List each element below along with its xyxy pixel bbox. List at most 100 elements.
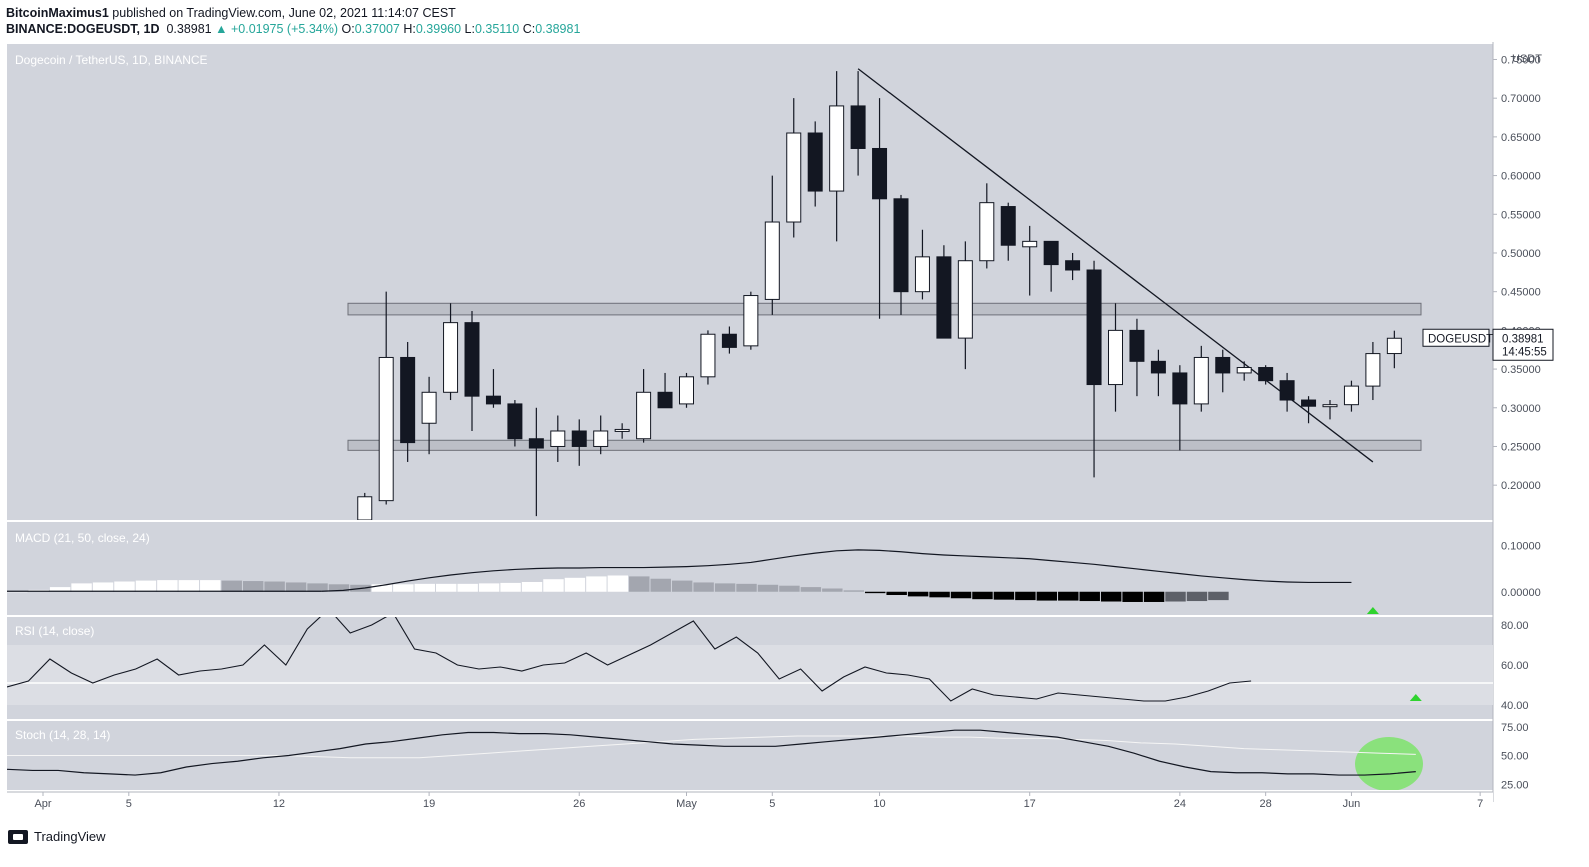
footer-brand[interactable]: TradingView bbox=[34, 829, 106, 844]
candle-51 bbox=[1108, 303, 1123, 412]
macd-histogram-bar bbox=[650, 578, 671, 592]
candle-body bbox=[957, 260, 973, 339]
macd-histogram-bar bbox=[993, 591, 1015, 600]
author-name[interactable]: BitcoinMaximus1 bbox=[6, 6, 109, 20]
candle-body bbox=[550, 430, 566, 447]
candle-body bbox=[1108, 329, 1123, 386]
candle-body bbox=[1365, 353, 1381, 387]
candle-55 bbox=[1193, 345, 1209, 412]
candle-body bbox=[400, 356, 416, 444]
macd-histogram-bar bbox=[393, 584, 414, 592]
macd-histogram-bar bbox=[907, 591, 929, 597]
macd-histogram-bar bbox=[972, 591, 993, 600]
stoch-plot bbox=[7, 729, 1423, 790]
candle-21 bbox=[464, 311, 480, 431]
time-tick-label: 24 bbox=[1174, 798, 1186, 810]
chart-canvas[interactable]: Dogecoin / TetherUS, 1D, BINANCE USDT0.75… bbox=[0, 42, 1589, 822]
time-tick-label: Apr bbox=[34, 798, 51, 810]
stoch-highlight-ellipse bbox=[1355, 737, 1423, 790]
open-value: 0.37007 bbox=[354, 22, 400, 36]
candle-18 bbox=[400, 341, 416, 462]
time-tick-label: 17 bbox=[1024, 798, 1036, 810]
candle-body bbox=[786, 132, 802, 223]
rsi-tick-label: 80.00 bbox=[1501, 620, 1529, 632]
macd-histogram-bar bbox=[779, 585, 800, 592]
candle-body bbox=[421, 391, 437, 424]
symbol-label-box bbox=[1422, 328, 1490, 347]
price-tick-label: 0.60000 bbox=[1501, 171, 1541, 183]
stoch-tick-label: 75.00 bbox=[1501, 722, 1529, 734]
candle-34 bbox=[743, 291, 759, 350]
candle-body bbox=[1086, 269, 1102, 386]
macd-histogram-bar bbox=[693, 582, 714, 592]
candle-59 bbox=[1279, 372, 1295, 412]
candle-body bbox=[721, 333, 737, 348]
macd-histogram-bar bbox=[843, 590, 864, 592]
candle-42 bbox=[914, 229, 930, 300]
pane-macd-background bbox=[7, 522, 1493, 615]
candle-body bbox=[1258, 367, 1274, 382]
candle-body bbox=[378, 356, 394, 502]
macd-histogram-bar bbox=[1186, 591, 1208, 602]
macd-histogram-bar bbox=[564, 577, 586, 592]
macd-histogram-bar bbox=[200, 580, 221, 592]
price-plot bbox=[347, 68, 1422, 520]
candle-46 bbox=[1000, 202, 1016, 261]
macd-histogram-bar bbox=[1058, 591, 1079, 601]
macd-histogram-bar bbox=[607, 575, 629, 592]
candle-body bbox=[1236, 367, 1252, 374]
macd-histogram-bar bbox=[478, 583, 500, 592]
candle-body bbox=[893, 198, 909, 293]
candle-27 bbox=[593, 415, 609, 455]
macd-histogram-bar bbox=[629, 576, 650, 592]
time-tick-label: 12 bbox=[273, 798, 285, 810]
rsi-pane-title: RSI (14, close) bbox=[15, 624, 94, 638]
candle-body bbox=[1022, 240, 1038, 248]
candle-47 bbox=[1022, 225, 1038, 296]
candle-63 bbox=[1365, 341, 1381, 401]
candle-body bbox=[657, 391, 673, 409]
countdown-label: 14:45:55 bbox=[1502, 346, 1547, 358]
candle-53 bbox=[1150, 349, 1166, 397]
candle-body bbox=[1322, 404, 1338, 408]
macd-histogram-bar bbox=[929, 591, 950, 598]
macd-histogram-bar bbox=[886, 591, 907, 596]
rsi-arrow-icon bbox=[1409, 694, 1422, 701]
candle-body bbox=[829, 105, 845, 192]
candle-body bbox=[1215, 356, 1231, 374]
macd-histogram-bar bbox=[157, 580, 178, 592]
price-tick-label: 0.75000 bbox=[1501, 54, 1541, 66]
macd-histogram-bar bbox=[414, 583, 435, 592]
macd-histogram-bar bbox=[114, 581, 135, 592]
candle-52 bbox=[1129, 318, 1145, 397]
macd-histogram-bar bbox=[950, 591, 972, 599]
macd-histogram-bar bbox=[242, 581, 264, 592]
macd-histogram-bar bbox=[221, 580, 242, 592]
stoch-tick-label: 50.00 bbox=[1501, 751, 1529, 763]
symbol-label: DOGEUSDT bbox=[1428, 333, 1493, 345]
price-axis-background bbox=[1493, 42, 1589, 802]
candle-body bbox=[764, 221, 780, 300]
price-tick-label: 0.35000 bbox=[1501, 364, 1541, 376]
macd-histogram-bar bbox=[178, 580, 200, 592]
candle-28 bbox=[614, 423, 630, 439]
macd-histogram-bar bbox=[586, 576, 607, 592]
macd-histogram-bar bbox=[285, 582, 307, 592]
candle-body bbox=[1343, 385, 1359, 406]
candle-40 bbox=[872, 98, 888, 319]
macd-histogram-bar bbox=[1015, 591, 1036, 601]
symbol-header: BINANCE:DOGEUSDT, 1D 0.38981 ▲ +0.01975 … bbox=[6, 22, 580, 36]
macd-histogram-bar bbox=[671, 580, 693, 592]
price-axis-unit: USDT bbox=[1512, 53, 1542, 65]
rsi-band bbox=[7, 645, 1493, 705]
macd-histogram-bar bbox=[1122, 591, 1143, 602]
last-price-box bbox=[1492, 328, 1554, 361]
macd-histogram-bar bbox=[865, 591, 886, 594]
price-pane-title: Dogecoin / TetherUS, 1D, BINANCE bbox=[15, 53, 208, 67]
macd-histogram-bar bbox=[264, 581, 285, 592]
symbol-label: BINANCE:DOGEUSDT, 1D bbox=[6, 22, 160, 36]
macd-histogram-bar bbox=[135, 580, 157, 592]
candle-body bbox=[1386, 337, 1402, 355]
macd-histogram-bar bbox=[371, 584, 393, 592]
macd-histogram-bar bbox=[92, 582, 114, 592]
